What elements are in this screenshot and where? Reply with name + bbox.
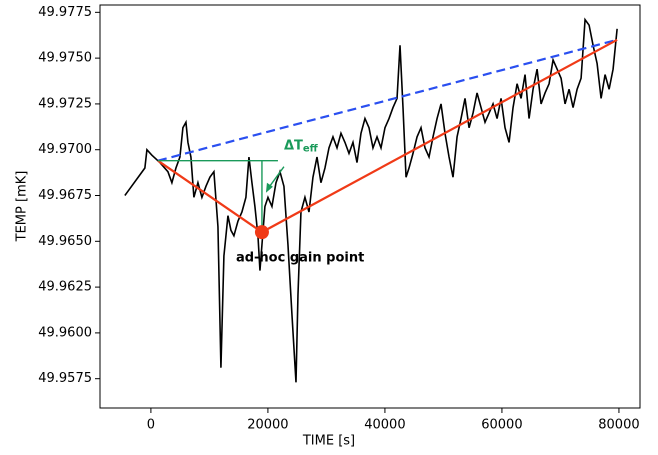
fit-line <box>157 38 618 162</box>
y-tick-label: 49.9625 <box>38 280 92 295</box>
gain-point <box>254 225 269 240</box>
y-tick-label: 49.9700 <box>38 142 92 157</box>
x-tick-label: 60000 <box>481 418 522 433</box>
y-tick-label: 49.9650 <box>38 234 92 249</box>
delta-label-sub: eff <box>303 144 319 155</box>
delta-arrowhead <box>265 182 273 193</box>
y-tick-label: 49.9775 <box>38 5 92 20</box>
y-tick-label: 49.9675 <box>38 188 92 203</box>
delta-arrow <box>267 166 285 190</box>
y-axis-label: TEMP [mK] <box>15 171 30 243</box>
y-tick-label: 49.9575 <box>38 371 92 386</box>
delta-label-main: ΔT <box>284 138 303 153</box>
x-tick-label: 80000 <box>598 418 639 433</box>
y-tick-label: 49.9725 <box>38 96 92 111</box>
y-tick-label: 49.9600 <box>38 325 92 340</box>
x-tick-label: 0 <box>147 418 155 433</box>
x-tick-label: 40000 <box>364 418 405 433</box>
delta-label: ΔTeff <box>284 138 319 155</box>
fit-line <box>157 38 618 234</box>
plot-frame <box>99 4 641 409</box>
x-axis-label: TIME [s] <box>302 434 355 449</box>
y-tick-label: 49.9750 <box>38 51 92 66</box>
data-line <box>124 17 618 383</box>
x-tick-label: 20000 <box>247 418 288 433</box>
gain-label: ad-hoc gain point <box>236 251 364 266</box>
